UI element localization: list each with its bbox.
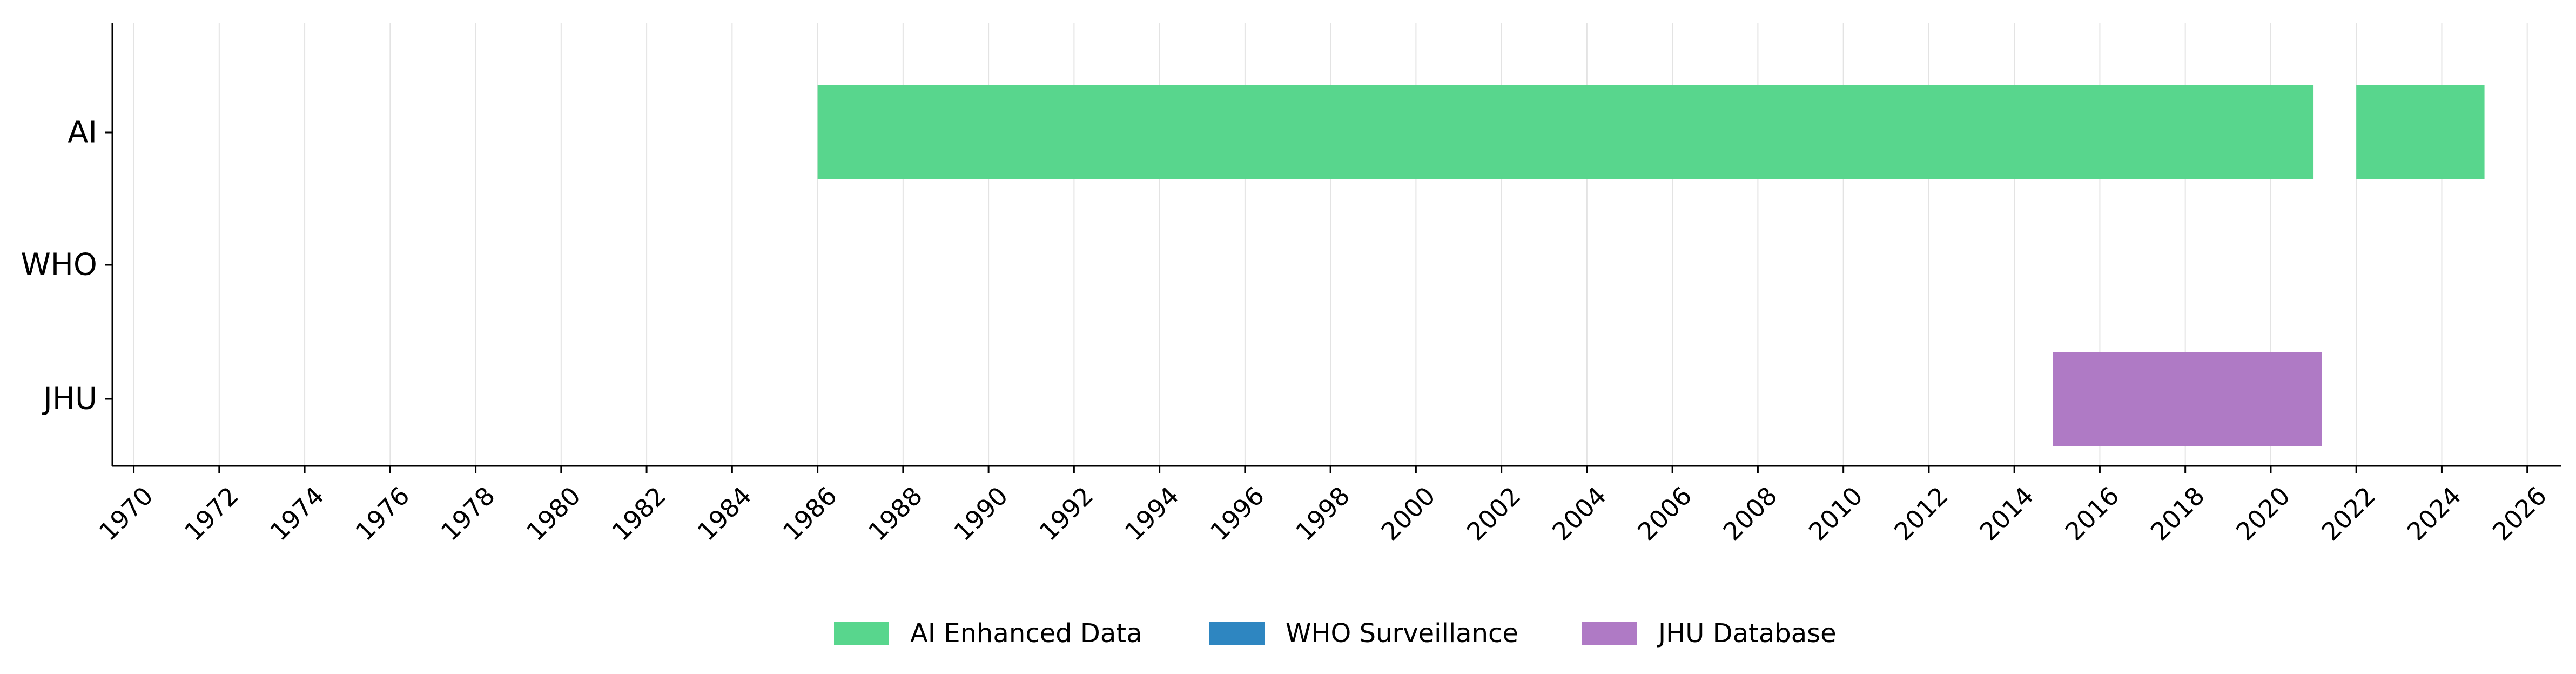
x-tick-label-1978: 1978 — [435, 481, 501, 546]
x-tick-label-2018: 2018 — [2145, 481, 2210, 546]
legend-swatch-1 — [1209, 622, 1265, 645]
x-tick-label-2016: 2016 — [2060, 481, 2125, 546]
x-tick-label-2024: 2024 — [2402, 481, 2467, 546]
interval-bars — [817, 85, 2485, 446]
x-tick-label-2004: 2004 — [1546, 481, 1612, 546]
axes — [111, 23, 2561, 467]
legend-label-2: JHU Database — [1657, 618, 1837, 649]
x-tick-label-1992: 1992 — [1034, 481, 1099, 546]
x-tick-label-1998: 1998 — [1290, 481, 1355, 546]
x-tick-label-2014: 2014 — [1974, 481, 2039, 546]
x-tick-label-1976: 1976 — [349, 481, 415, 546]
x-tick-label-1970: 1970 — [93, 481, 159, 546]
x-tick-label-2000: 2000 — [1376, 481, 1441, 546]
x-tick-label-1980: 1980 — [521, 481, 586, 546]
x-tick-label-2020: 2020 — [2230, 481, 2296, 546]
x-tick-label-1986: 1986 — [777, 481, 843, 546]
bar-ai-0 — [817, 85, 2314, 179]
x-tick-label-1972: 1972 — [179, 481, 244, 546]
legend: AI Enhanced Data WHO Surveillance JHU Data… — [834, 618, 1837, 649]
y-category-label-ai: AI — [68, 115, 97, 150]
x-tick-label-2012: 2012 — [1888, 481, 1954, 546]
bar-ai-1 — [2356, 85, 2485, 179]
x-tick-label-1994: 1994 — [1119, 481, 1185, 546]
x-axis-ticks: 1970 1972 1974 1976 1978 1980 1982 1984 1986 1988… — [93, 466, 2552, 546]
y-axis-categories: AI WHO JHU — [21, 115, 112, 417]
bar-jhu-0 — [2053, 352, 2322, 446]
x-tick-label-2026: 2026 — [2487, 481, 2552, 546]
x-tick-label-1974: 1974 — [264, 481, 329, 546]
x-tick-label-1982: 1982 — [606, 481, 671, 546]
x-tick-label-1988: 1988 — [863, 481, 928, 546]
legend-swatch-2 — [1582, 622, 1637, 645]
x-tick-label-1996: 1996 — [1205, 481, 1270, 546]
x-tick-label-1984: 1984 — [691, 481, 757, 546]
x-tick-label-2008: 2008 — [1718, 481, 1783, 546]
legend-swatch-0 — [834, 622, 889, 645]
x-tick-label-2002: 2002 — [1461, 481, 1526, 546]
x-tick-label-1990: 1990 — [948, 481, 1013, 546]
legend-label-1: WHO Surveillance — [1286, 618, 1518, 649]
x-tick-label-2022: 2022 — [2316, 481, 2381, 546]
x-tick-label-2010: 2010 — [1803, 481, 1868, 546]
legend-label-0: AI Enhanced Data — [910, 618, 1142, 649]
y-category-label-jhu: JHU — [42, 382, 97, 417]
y-category-label-who: WHO — [21, 248, 97, 283]
x-tick-label-2006: 2006 — [1632, 481, 1697, 546]
